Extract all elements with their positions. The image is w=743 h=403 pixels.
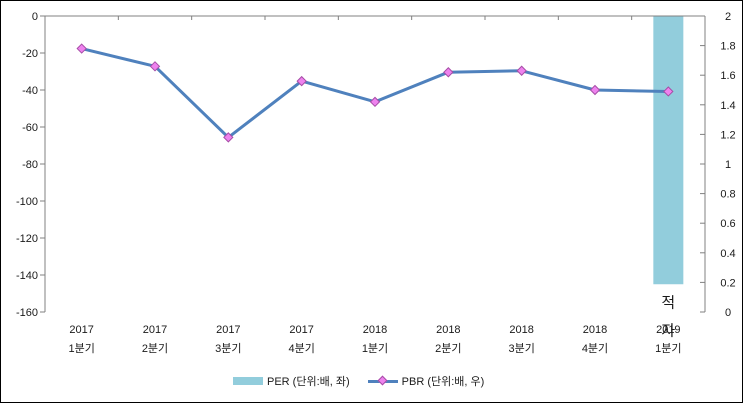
- right-axis-tick-label: 1.2: [720, 129, 735, 141]
- left-axis-tick-label: -160: [16, 307, 38, 319]
- category-label-quarter: 1분기: [655, 342, 681, 355]
- left-axis-tick-label: -140: [16, 270, 38, 282]
- category-label-quarter: 3분기: [508, 342, 534, 355]
- category-label-year: 2017: [143, 324, 167, 336]
- pbr-line: [80, 47, 670, 139]
- category-label-quarter: 1분기: [362, 342, 388, 355]
- pbr-marker: [223, 132, 234, 143]
- left-axis-tick-label: -80: [22, 159, 38, 171]
- pbr-marker: [149, 61, 161, 72]
- right-axis-tick-label: 1.6: [720, 70, 735, 82]
- category-label-year: 2017: [69, 324, 93, 336]
- pbr-marker: [516, 65, 527, 76]
- right-axis-tick-label: 0: [725, 307, 731, 319]
- per-bar: [653, 16, 684, 285]
- left-axis-tick-label: -20: [22, 48, 38, 60]
- category-label-quarter: 3분기: [215, 342, 241, 355]
- category-label-year: 2018: [509, 324, 533, 336]
- legend-label-pbr: PBR (단위:배, 우): [401, 376, 485, 388]
- right-axis-tick-label: 1.8: [720, 41, 735, 53]
- per-bar-swatch-icon: [233, 377, 263, 385]
- left-axis-tick-label: -60: [22, 122, 38, 134]
- pbr-marker: [443, 67, 454, 78]
- right-axis-tick-label: 0.6: [720, 218, 735, 230]
- deficit-label-char: 자: [661, 322, 675, 339]
- right-axis-tick-label: 2: [725, 11, 731, 23]
- category-label-year: 2019: [656, 324, 680, 336]
- right-axis-tick-label: 0.8: [720, 189, 735, 201]
- category-label-quarter: 2분기: [142, 342, 168, 355]
- pbr-marker: [296, 75, 307, 87]
- category-label-quarter: 2분기: [435, 342, 461, 355]
- right-axis-tick-label: 1: [725, 159, 731, 171]
- category-label-quarter: 1분기: [68, 342, 94, 355]
- left-axis-tick-label: 0: [32, 11, 38, 23]
- category-label-quarter: 4분기: [288, 342, 314, 355]
- legend-item-per: PER (단위:배, 좌): [233, 373, 350, 389]
- pbr-marker: [76, 43, 87, 54]
- pbr-diamond-icon: [377, 375, 388, 386]
- right-axis-tick-label: 1.4: [720, 100, 735, 112]
- left-axis-tick-label: -100: [16, 196, 38, 208]
- category-label-year: 2018: [583, 324, 607, 336]
- category-label-quarter: 4분기: [582, 342, 608, 355]
- pbr-marker: [663, 86, 674, 97]
- category-label-year: 2018: [363, 324, 387, 336]
- right-axis-tick-label: 0.4: [720, 248, 735, 260]
- deficit-label-char: 적: [661, 294, 675, 311]
- category-label-year: 2018: [436, 324, 460, 336]
- left-axis-tick-label: -120: [16, 233, 38, 245]
- pbr-marker: [589, 84, 601, 96]
- legend-item-pbr: PBR (단위:배, 우): [367, 373, 485, 389]
- category-label-year: 2017: [216, 324, 240, 336]
- pbr-line-marker-icon: [367, 375, 398, 386]
- legend-label-per: PER (단위:배, 좌): [267, 376, 350, 388]
- legend: PER (단위:배, 좌) PBR (단위:배, 우): [233, 373, 484, 389]
- left-axis-tick-label: -40: [22, 85, 38, 97]
- right-axis-tick-label: 0.2: [720, 277, 735, 289]
- category-label-year: 2017: [289, 324, 313, 336]
- pbr-marker: [369, 96, 381, 108]
